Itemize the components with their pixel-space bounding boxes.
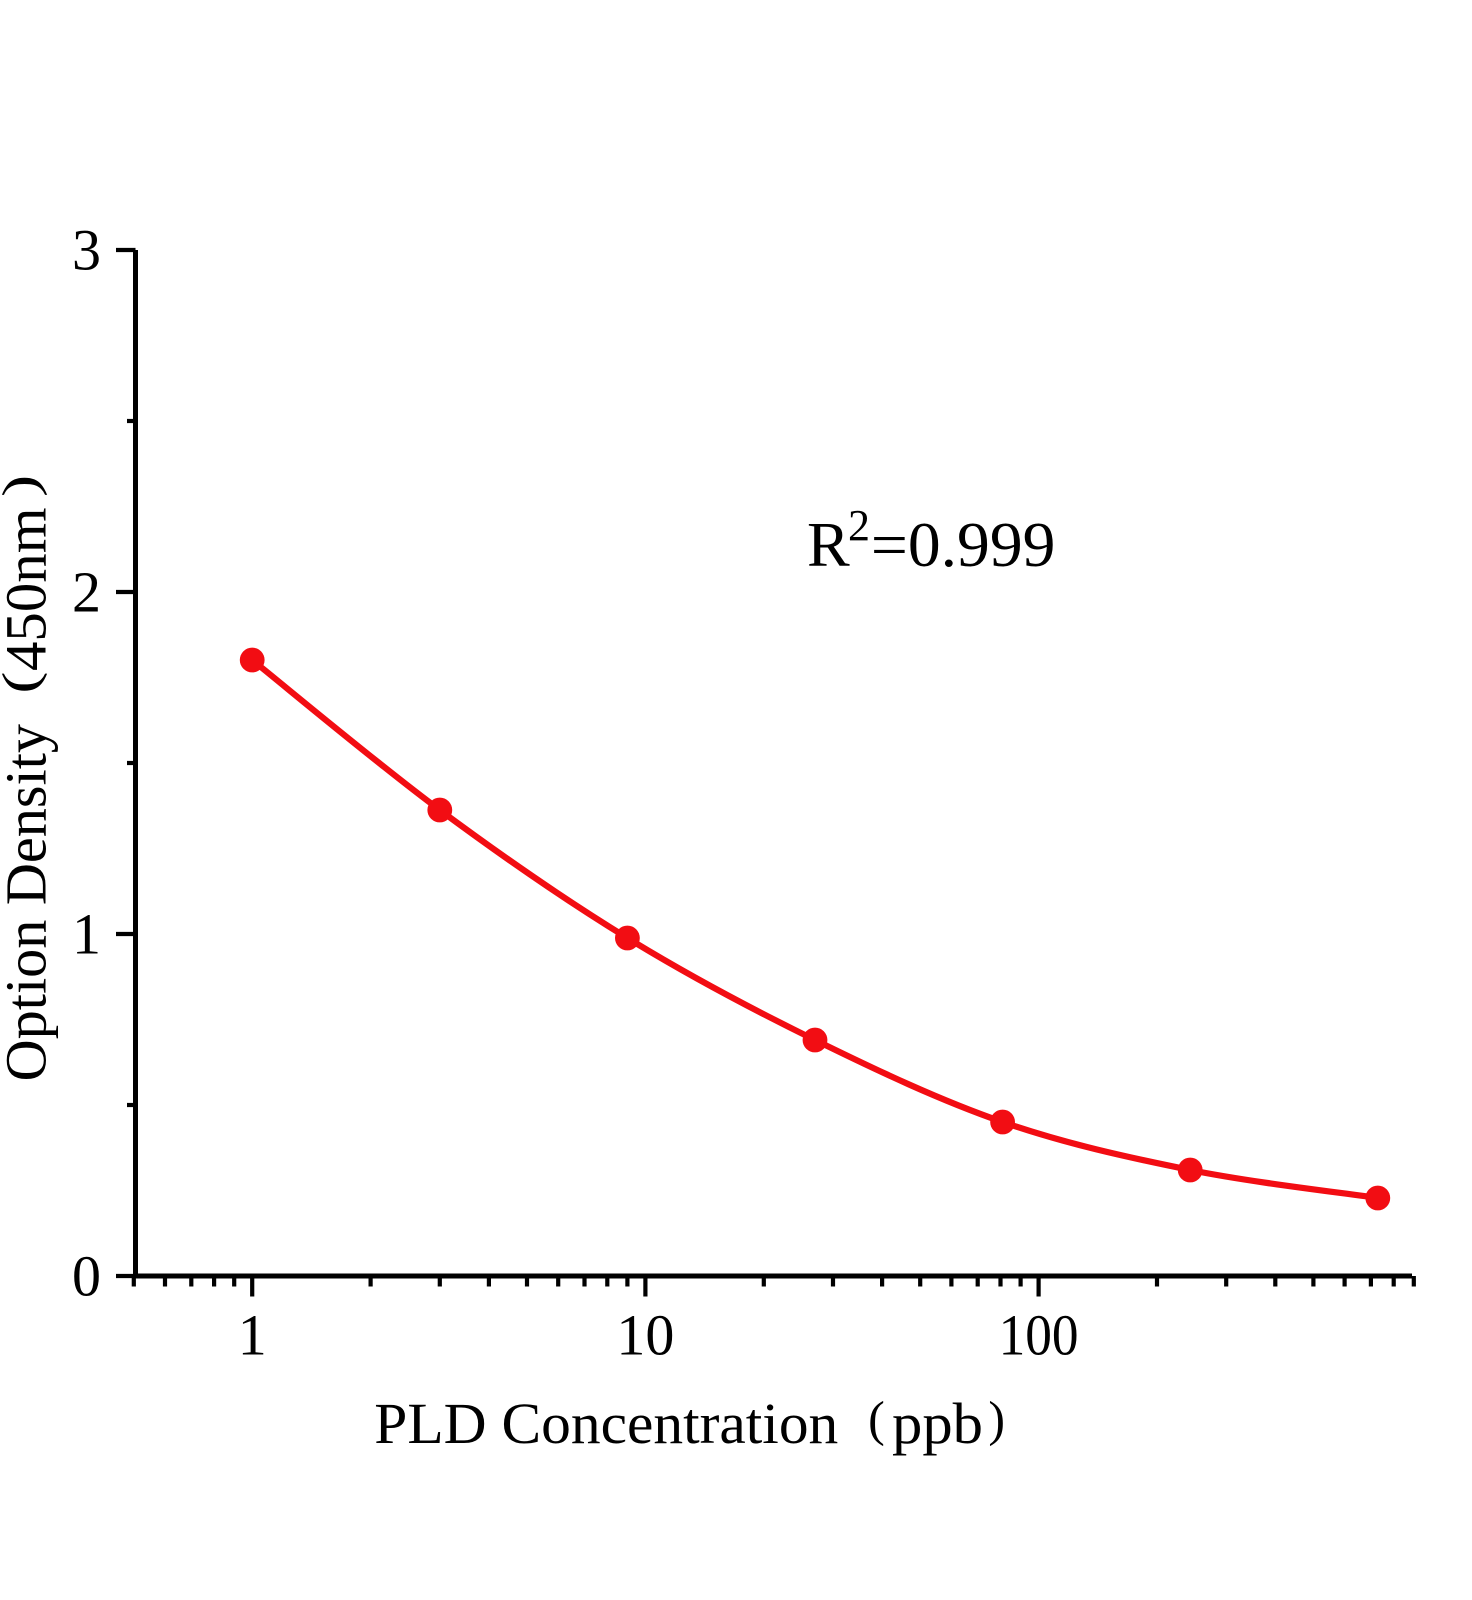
svg-text:0: 0 bbox=[72, 1243, 101, 1308]
svg-text:1: 1 bbox=[238, 1303, 267, 1368]
svg-text:R: R bbox=[807, 509, 850, 580]
svg-text:100: 100 bbox=[999, 1303, 1079, 1368]
svg-text:1: 1 bbox=[72, 901, 101, 966]
svg-text:450nm: 450nm bbox=[0, 508, 59, 672]
svg-text:ppb: ppb bbox=[892, 1391, 983, 1456]
svg-text:10: 10 bbox=[616, 1303, 674, 1368]
svg-text:(: ( bbox=[0, 672, 48, 694]
svg-text:PLD Concentration: PLD Concentration bbox=[374, 1391, 838, 1456]
svg-text:): ) bbox=[988, 1391, 1005, 1447]
svg-text:=0.999: =0.999 bbox=[871, 509, 1056, 580]
svg-text:(: ( bbox=[868, 1391, 885, 1447]
svg-text:2: 2 bbox=[848, 501, 870, 550]
svg-text:3: 3 bbox=[72, 217, 101, 282]
svg-text:2: 2 bbox=[72, 559, 101, 624]
svg-text:Option Density: Option Density bbox=[0, 724, 59, 1081]
svg-text:): ) bbox=[0, 475, 48, 497]
